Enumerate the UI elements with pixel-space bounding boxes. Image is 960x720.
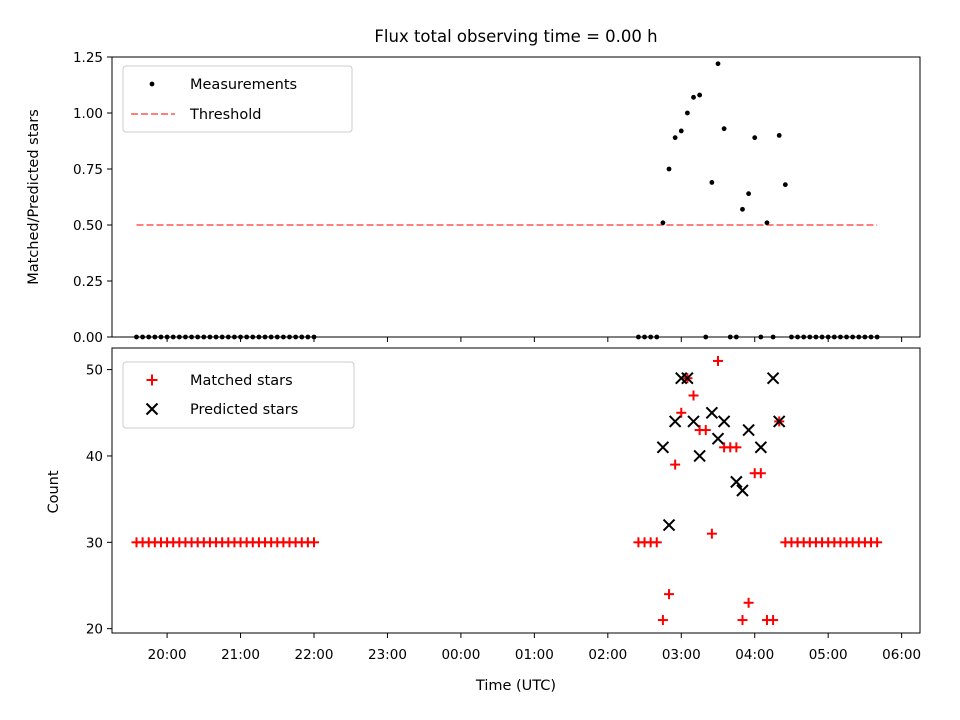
matched-star-point xyxy=(743,597,754,608)
matched-star-point xyxy=(309,537,319,548)
bottom-legend: Matched stars Predicted stars xyxy=(122,361,355,429)
measurement-point xyxy=(666,166,672,172)
top-legend: Measurements Threshold xyxy=(122,65,353,133)
predicted-star-point xyxy=(754,441,768,454)
predicted-star-point xyxy=(693,449,706,463)
measurement-point xyxy=(709,180,715,185)
top-legend-box xyxy=(122,65,353,133)
matched-star-point xyxy=(676,407,687,418)
measurement-point xyxy=(715,61,721,67)
predicted-star-point xyxy=(742,423,755,437)
measurement-point xyxy=(684,110,690,116)
measurement-point xyxy=(776,133,782,138)
matched-star-point xyxy=(700,425,711,436)
x-tick-label: 04:00 xyxy=(735,647,774,663)
top-y-tick-label: 0.00 xyxy=(73,330,103,346)
matched-star-point xyxy=(713,355,723,366)
top-y-tick-label: 0.75 xyxy=(73,162,103,178)
legend-measurements-marker xyxy=(149,81,155,87)
bottom-y-axis-label: Count xyxy=(46,470,62,513)
x-tick-label: 23:00 xyxy=(368,647,407,663)
x-tick-label: 01:00 xyxy=(515,647,554,663)
measurement-point xyxy=(672,135,678,141)
bottom-y-tick-label: 30 xyxy=(86,535,103,551)
x-tick-label: 00:00 xyxy=(441,647,480,663)
top-panel: 0.00 0.25 0.50 0.75 1.00 1.25 Matched/Predict… xyxy=(26,50,921,346)
matched-star-point xyxy=(872,537,883,548)
bottom-axis-ticks: 20 30 40 50 20:00 21:00 22:00 23:00 00:00 01:00 02… xyxy=(86,363,921,663)
top-axis-ticks: 0.00 0.25 0.50 0.75 1.00 1.25 xyxy=(73,50,903,346)
top-y-tick-label: 1.25 xyxy=(73,50,103,66)
matched-star-point xyxy=(670,459,681,470)
legend-predicted-label: Predicted stars xyxy=(190,402,298,418)
predicted-star-point xyxy=(766,372,780,385)
bottom-plot-marks xyxy=(131,355,883,626)
bottom-y-tick-label: 40 xyxy=(86,449,103,465)
measurement-point xyxy=(678,128,684,134)
matched-star-point xyxy=(706,528,717,539)
measurement-point xyxy=(746,191,752,197)
matched-star-point xyxy=(731,442,742,453)
top-y-tick-label: 0.25 xyxy=(73,274,103,290)
top-y-axis-label: Matched/Predicted stars xyxy=(26,109,42,285)
legend-matched-marker xyxy=(146,374,158,386)
matched-star-point xyxy=(651,537,662,548)
predicted-star-point xyxy=(656,441,670,454)
legend-measurements-label: Measurements xyxy=(190,77,297,93)
predicted-star-point xyxy=(730,475,743,489)
x-tick-label: 06:00 xyxy=(882,647,921,663)
predicted-star-point xyxy=(668,415,682,428)
predicted-star-point xyxy=(681,372,694,385)
matched-star-point xyxy=(737,615,748,626)
x-tick-label: 21:00 xyxy=(221,647,260,663)
legend-matched-label: Matched stars xyxy=(190,373,293,389)
chart-title: Flux total observing time = 0.00 h xyxy=(374,27,657,46)
x-tick-label: 03:00 xyxy=(662,647,701,663)
predicted-star-point xyxy=(662,518,676,532)
bottom-y-tick-label: 50 xyxy=(86,363,103,379)
top-y-tick-label: 1.00 xyxy=(73,106,103,122)
matched-star-point xyxy=(688,390,699,401)
bottom-panel: 20 30 40 50 20:00 21:00 22:00 23:00 00:00 01:00 02… xyxy=(46,347,921,694)
measurement-point xyxy=(697,92,703,98)
x-tick-label: 05:00 xyxy=(809,647,848,663)
matched-star-point xyxy=(664,589,675,600)
x-tick-label: 22:00 xyxy=(295,647,334,663)
matched-star-point xyxy=(657,615,668,626)
measurement-point xyxy=(752,135,758,141)
bottom-legend-box xyxy=(122,361,355,429)
predicted-star-point xyxy=(711,432,725,445)
x-tick-label: 20:00 xyxy=(148,647,187,663)
x-tick-label: 02:00 xyxy=(588,647,627,663)
measurement-point xyxy=(660,220,666,226)
legend-predicted-marker xyxy=(145,402,159,416)
x-axis-label: Time (UTC) xyxy=(475,678,556,694)
measurement-point xyxy=(764,220,770,226)
measurement-point xyxy=(691,94,696,100)
measurement-point xyxy=(782,182,788,188)
top-y-tick-label: 0.50 xyxy=(73,218,103,234)
measurement-point xyxy=(740,206,745,212)
predicted-star-point xyxy=(717,415,731,428)
bottom-y-tick-label: 20 xyxy=(86,622,103,638)
measurement-point xyxy=(721,126,727,132)
predicted-star-point xyxy=(773,415,786,428)
bottom-axes-frame xyxy=(111,347,921,634)
matched-star-point xyxy=(755,468,766,479)
predicted-star-point xyxy=(687,415,700,428)
legend-threshold-label: Threshold xyxy=(189,107,261,123)
predicted-star-point xyxy=(705,406,719,419)
matched-star-point xyxy=(768,615,779,626)
predicted-star-point xyxy=(736,484,749,497)
top-axes-frame xyxy=(111,56,921,338)
